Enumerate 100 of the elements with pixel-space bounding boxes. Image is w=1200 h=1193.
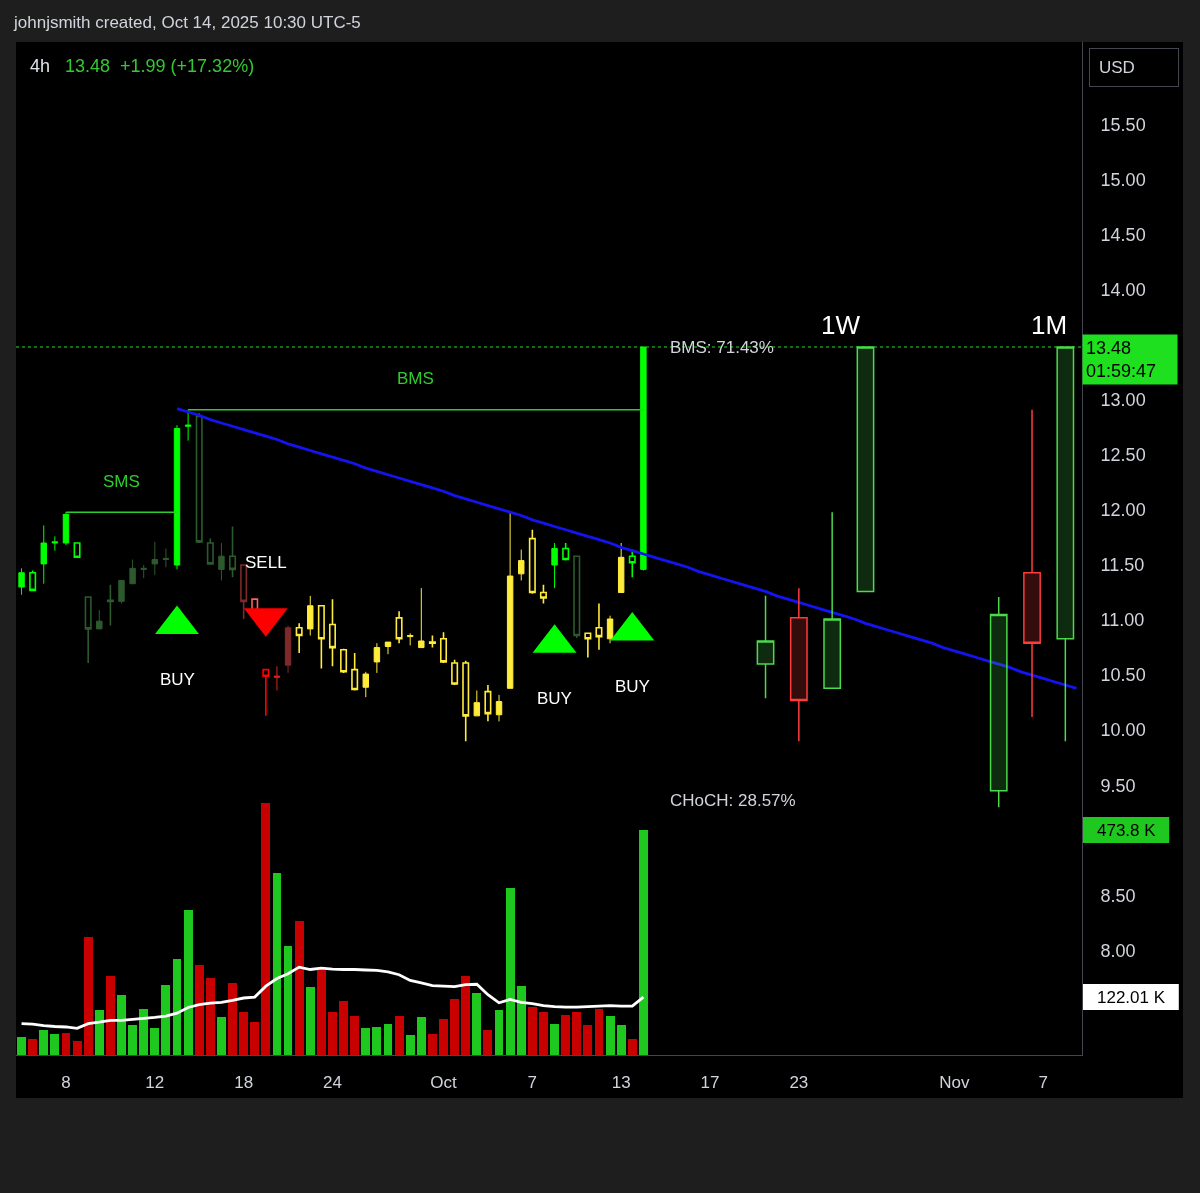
candlestick: [73, 542, 81, 559]
candlestick: [462, 660, 470, 742]
x-tick-label: 24: [323, 1073, 342, 1093]
x-tick-label: 23: [789, 1073, 809, 1093]
candlestick: [106, 584, 114, 627]
ref-line-label: 13.48 01:59:47: [1086, 338, 1157, 382]
bar: [439, 1019, 448, 1055]
candlestick: [551, 542, 558, 589]
y-tick-label: 9.50: [1100, 775, 1136, 796]
bar: [417, 1017, 426, 1055]
y-tick-label: 14.00: [1100, 280, 1146, 301]
candlestick: [51, 535, 59, 552]
y-axis-title: USD: [1099, 58, 1135, 77]
y-tick-label: 10.50: [1100, 665, 1146, 686]
x-tick-label: 17: [700, 1073, 720, 1093]
y-tick-label: 14.50: [1100, 224, 1146, 245]
x-tick-label: 8: [61, 1073, 71, 1093]
candlestick: [151, 541, 159, 576]
candlestick: [451, 658, 459, 686]
candlestick: [528, 528, 536, 595]
series-label: SMS: [103, 472, 140, 491]
bar: [117, 995, 126, 1055]
y-tick-label: 12.50: [1100, 445, 1146, 466]
bar: [50, 1034, 59, 1055]
candlestick: [229, 525, 237, 578]
x-tick-label: 18: [234, 1073, 254, 1093]
bar: [428, 1034, 437, 1055]
y-tick-label: 11.50: [1100, 555, 1145, 576]
y-tick-label: 10.00: [1100, 720, 1146, 741]
candlestick: [351, 652, 359, 692]
bar: [239, 1012, 248, 1055]
bar: [483, 1030, 492, 1055]
candlestick: [640, 346, 647, 572]
series-label: BMS: [397, 369, 434, 388]
candlestick: [62, 511, 70, 546]
bar: [17, 1037, 26, 1055]
bar: [39, 1030, 48, 1055]
bar: [195, 965, 204, 1055]
bar: [384, 1024, 392, 1055]
bar: [339, 1001, 348, 1055]
line-series: [20, 965, 645, 1030]
y-tick-label: 13.00: [1100, 390, 1146, 411]
candlestick: [856, 346, 875, 593]
x-tick-label: 7: [1038, 1073, 1048, 1093]
bar: [639, 830, 648, 1055]
bar: [62, 1033, 70, 1055]
bar: [228, 983, 237, 1055]
candlestick: [129, 559, 136, 585]
bar: [606, 1016, 615, 1055]
candlestick: [595, 602, 603, 651]
bar: [317, 970, 326, 1055]
candlestick: [29, 569, 37, 592]
series-label: 1W: [821, 310, 861, 340]
bar: [495, 1010, 503, 1055]
bar: [139, 1009, 148, 1055]
bar: [539, 1012, 548, 1055]
series-label: 1M: [1031, 310, 1068, 340]
data-label: BUY: [160, 670, 195, 689]
candlestick: [173, 424, 181, 570]
candlestick: [240, 564, 248, 620]
bar: [250, 1022, 259, 1055]
bar: [528, 1007, 537, 1055]
bar: [517, 986, 526, 1055]
bar: [361, 1028, 370, 1055]
candlestick: [789, 587, 808, 742]
bar: [128, 1025, 137, 1055]
bar: [84, 937, 93, 1055]
text: 4h: [30, 56, 51, 76]
candlestick: [284, 625, 292, 674]
bar: [572, 1012, 581, 1055]
x-tick-label: 13: [611, 1073, 631, 1093]
bar: [150, 1028, 159, 1055]
candlestick: [206, 537, 214, 565]
y-tick-label: 12.00: [1100, 500, 1146, 521]
bar: [28, 1039, 37, 1055]
y-tick-label: 15.00: [1100, 169, 1146, 190]
candlestick: [428, 634, 436, 649]
bar: [284, 946, 292, 1055]
bar: [295, 921, 304, 1055]
bar: [106, 976, 115, 1055]
candlestick: [439, 631, 448, 664]
candlestick: [295, 622, 303, 654]
x-tick-label: 7: [527, 1073, 538, 1093]
candlestick: [539, 584, 547, 605]
bar: [395, 1016, 404, 1055]
data-label: BUY: [615, 677, 650, 696]
candlestick: [506, 511, 514, 689]
candlestick: [307, 595, 314, 636]
candlestick: [573, 555, 581, 639]
data-label: SELL: [245, 553, 287, 572]
bar: [261, 803, 270, 1055]
candlestick: [373, 642, 381, 674]
data-label: BUY: [537, 689, 572, 708]
bar: [217, 1017, 226, 1055]
y2-tick-label: 122.01 K: [1097, 988, 1166, 1008]
candlestick: [756, 595, 775, 699]
y-tick-label: 8.50: [1100, 885, 1136, 906]
candlestick: [406, 632, 414, 646]
bar: [306, 987, 315, 1055]
y2-tick-label: 473.8 K: [1097, 820, 1157, 840]
